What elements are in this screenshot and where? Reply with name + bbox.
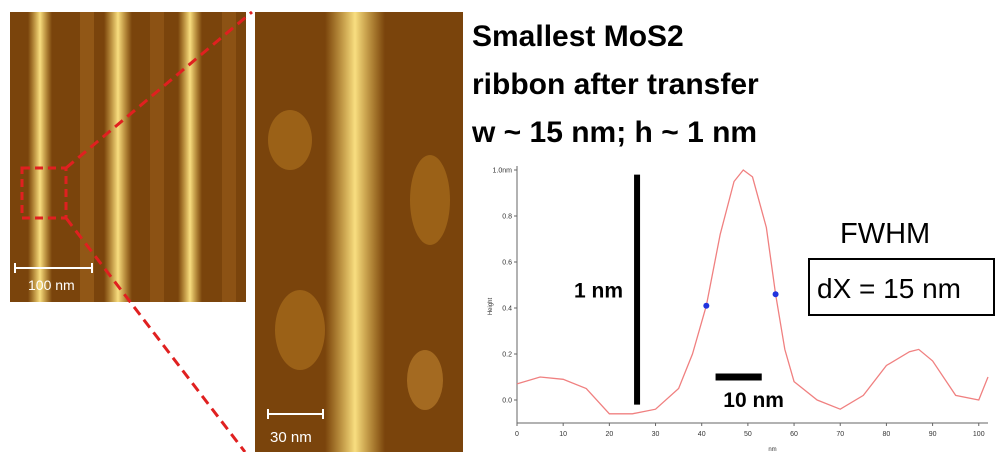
- scale-label: 30 nm: [270, 429, 312, 446]
- fwhm-label: FWHM: [840, 218, 930, 250]
- y-tick-label: 1.0nm: [493, 168, 513, 175]
- x-tick-label: 40: [698, 431, 706, 438]
- x-tick-label: 30: [652, 431, 660, 438]
- x-tick-label: 90: [929, 431, 937, 438]
- x-axis-label: nm: [768, 447, 776, 452]
- title-line: ribbon after transfer: [472, 68, 759, 101]
- y-tick-label: 0.8: [502, 214, 512, 221]
- x-tick-label: 10: [559, 431, 567, 438]
- x-tick-label: 20: [605, 431, 613, 438]
- title-line: Smallest MoS2: [472, 20, 684, 53]
- y-axis-label: Height: [488, 297, 494, 315]
- figure: 100 nm 30 nm Smallest MoS2 ribbon after …: [0, 0, 995, 452]
- y-tick-label: 0.2: [502, 352, 512, 359]
- fwhm-value: dX = 15 nm: [817, 273, 961, 304]
- x-tick-label: 70: [836, 431, 844, 438]
- fwhm-marker: [773, 291, 779, 297]
- title-line: w ~ 15 nm; h ~ 1 nm: [471, 116, 757, 149]
- x-tick-label: 80: [883, 431, 891, 438]
- scale-bar-label: 10 nm: [723, 389, 784, 412]
- y-tick-label: 0.4: [502, 306, 512, 313]
- y-tick-label: 0.0: [502, 398, 512, 405]
- x-tick-label: 0: [515, 431, 519, 438]
- x-tick-label: 100: [973, 431, 985, 438]
- scale-bar-label: 1 nm: [574, 280, 623, 303]
- zoom-image: 30 nm: [255, 12, 463, 452]
- scale-label: 100 nm: [28, 277, 75, 293]
- y-tick-label: 0.6: [502, 260, 512, 267]
- fwhm-marker: [703, 303, 709, 309]
- x-tick-label: 50: [744, 431, 752, 438]
- x-tick-label: 60: [790, 431, 798, 438]
- overview-image: 100 nm: [10, 12, 246, 302]
